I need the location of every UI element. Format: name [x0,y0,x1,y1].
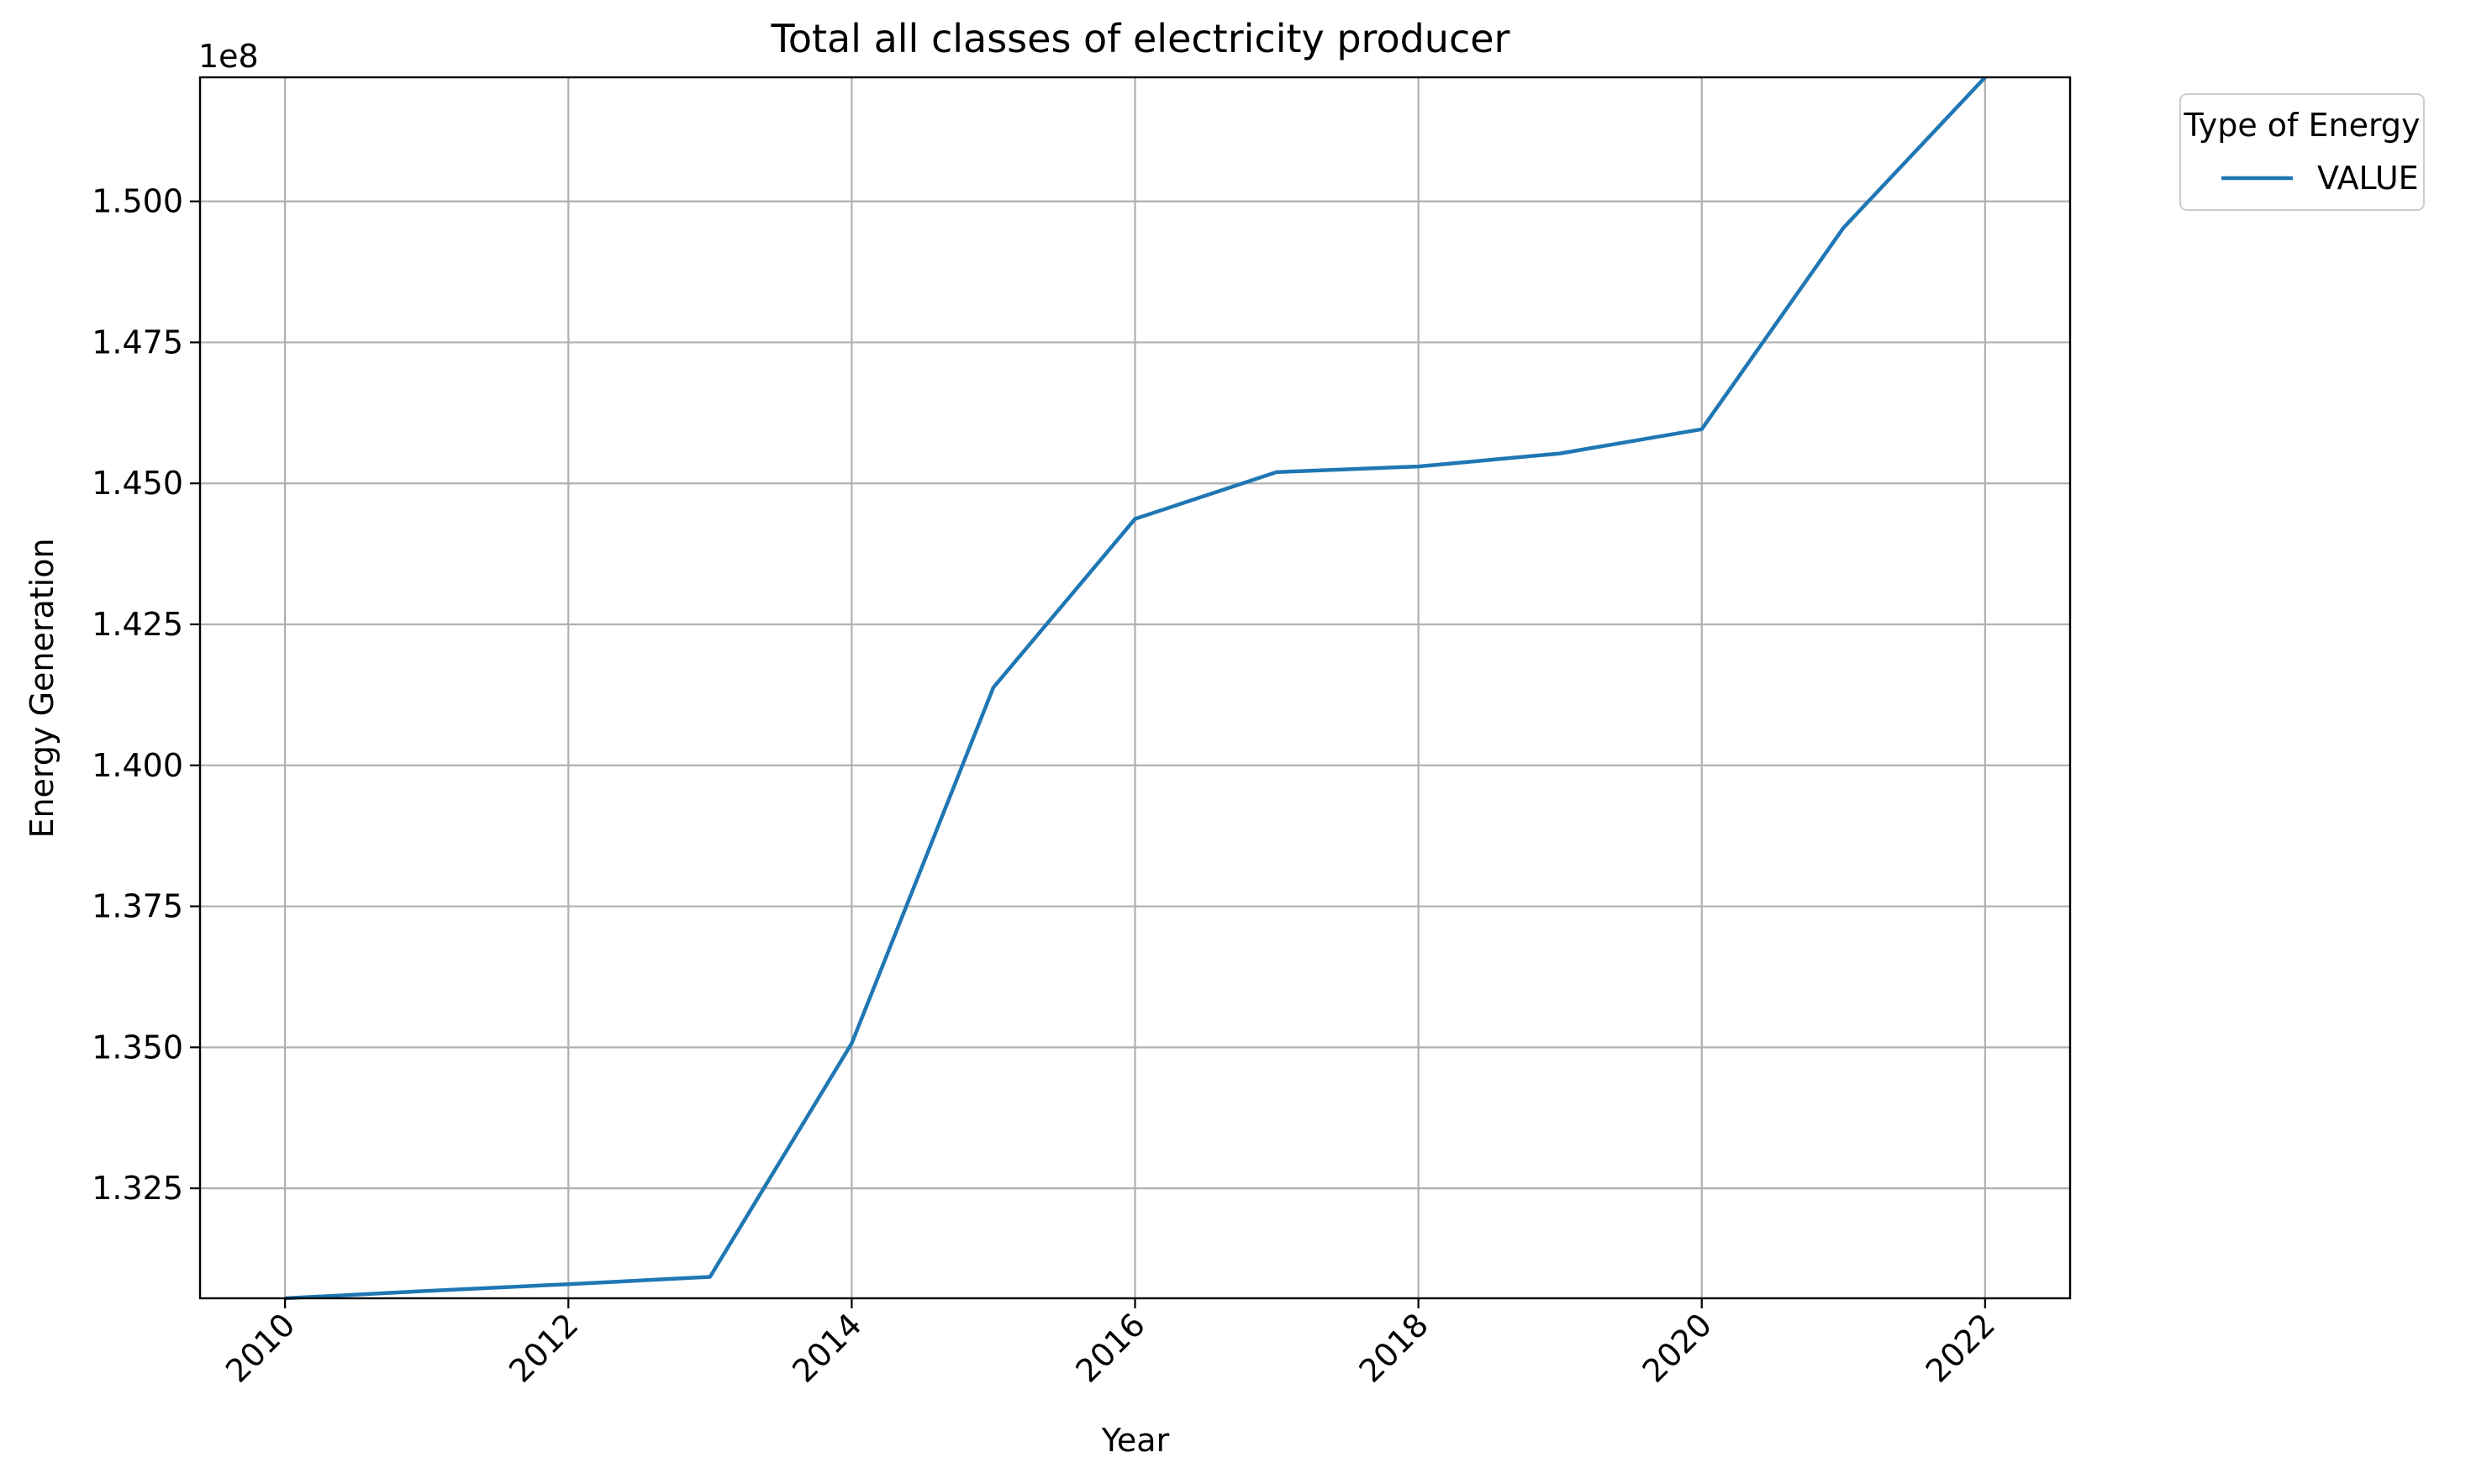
y-tick-label: 1.350 [92,1029,183,1066]
y-axis-label: Energy Generation [24,538,61,838]
y-tick-label: 1.425 [92,606,183,643]
legend: Type of Energy VALUE [2179,93,2425,211]
y-tick-label: 1.500 [92,183,183,220]
chart-title: Total all classes of electricity produce… [771,16,1510,61]
y-tick-label: 1.325 [92,1170,183,1207]
legend-title: Type of Energy [2183,107,2420,144]
grid-lines [200,77,2070,1298]
series-lines [284,76,1987,1301]
legend-entry-label: VALUE [2317,160,2419,197]
y-tick-label: 1.375 [92,888,183,925]
y-offset-label: 1e8 [198,38,259,75]
y-tick-label: 1.475 [92,324,183,360]
legend-frame [2179,93,2425,211]
x-axis-label: Year [1101,1422,1170,1459]
y-tick-label: 1.400 [92,747,183,784]
y-tick-label: 1.450 [92,465,183,502]
series-line-value [284,76,1987,1301]
